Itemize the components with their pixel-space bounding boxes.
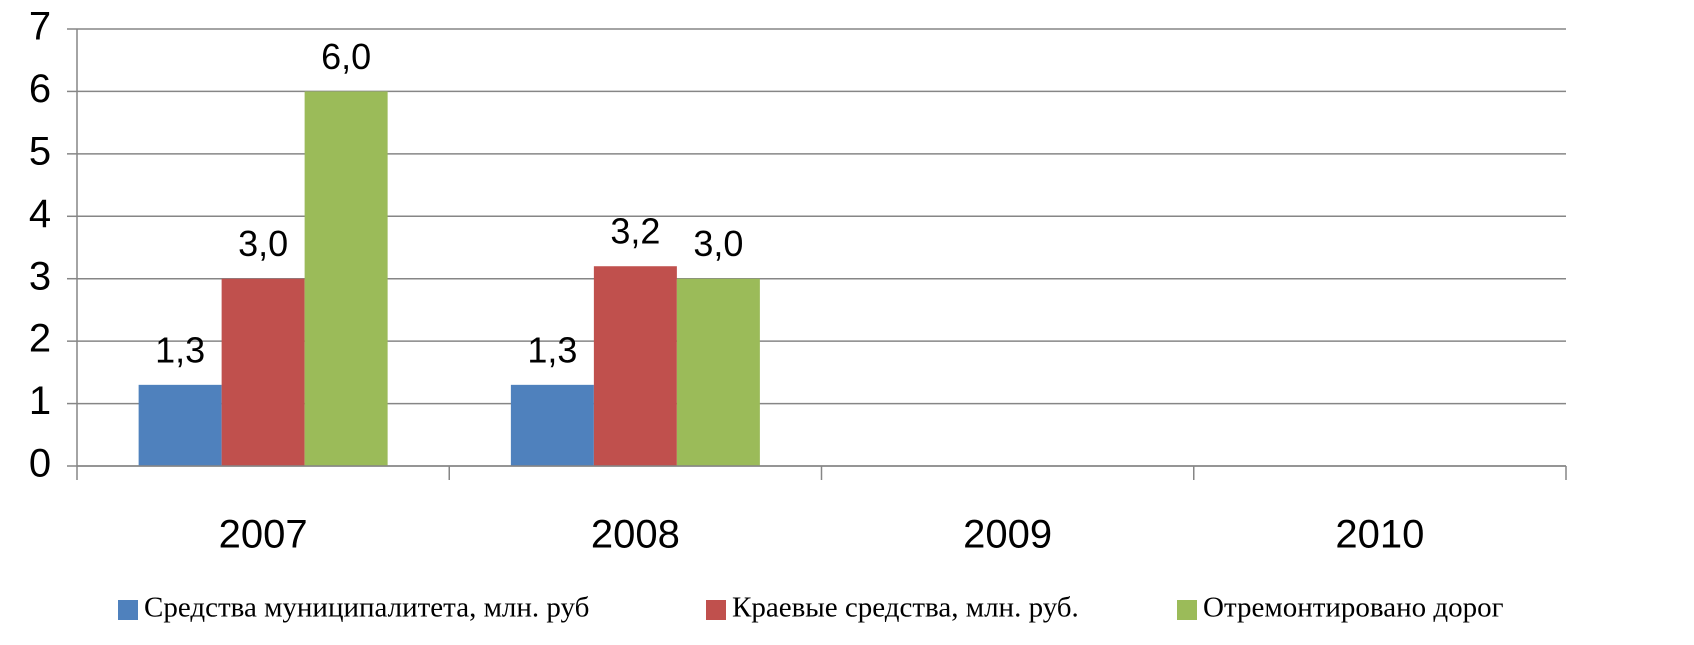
y-tick-label: 7: [29, 5, 51, 49]
y-tick-label: 0: [29, 442, 51, 486]
y-tick-label: 2: [29, 317, 51, 361]
bar: [221, 278, 305, 466]
legend-swatch: [118, 600, 138, 620]
data-label: 1,3: [155, 329, 205, 370]
x-tick-label: 2008: [591, 513, 680, 557]
x-tick-label: 2010: [1335, 513, 1424, 557]
legend-swatch: [706, 600, 726, 620]
y-tick-label: 1: [29, 379, 51, 423]
data-label: 3,0: [693, 223, 743, 264]
bar: [593, 266, 677, 466]
data-label: 1,3: [527, 329, 577, 370]
legend-label: Краевые средства, млн. руб.: [732, 592, 1079, 624]
data-label: 6,0: [321, 36, 371, 77]
data-label: 3,2: [610, 211, 660, 252]
x-tick-label: 2007: [219, 513, 308, 557]
bar: [138, 384, 222, 466]
legend-label: Отремонтировано дорог: [1203, 592, 1504, 624]
bar: [304, 91, 388, 466]
y-tick-label: 6: [29, 67, 51, 111]
data-label: 3,0: [238, 223, 288, 264]
y-tick-label: 3: [29, 254, 51, 298]
y-tick-label: 4: [29, 192, 51, 236]
x-tick-label: 2009: [963, 513, 1052, 557]
legend-swatch: [1177, 600, 1197, 620]
legend-label: Средства муниципалитета, млн. руб: [144, 592, 589, 624]
bar: [676, 278, 760, 466]
y-tick-label: 5: [29, 129, 51, 173]
bar: [510, 384, 594, 466]
